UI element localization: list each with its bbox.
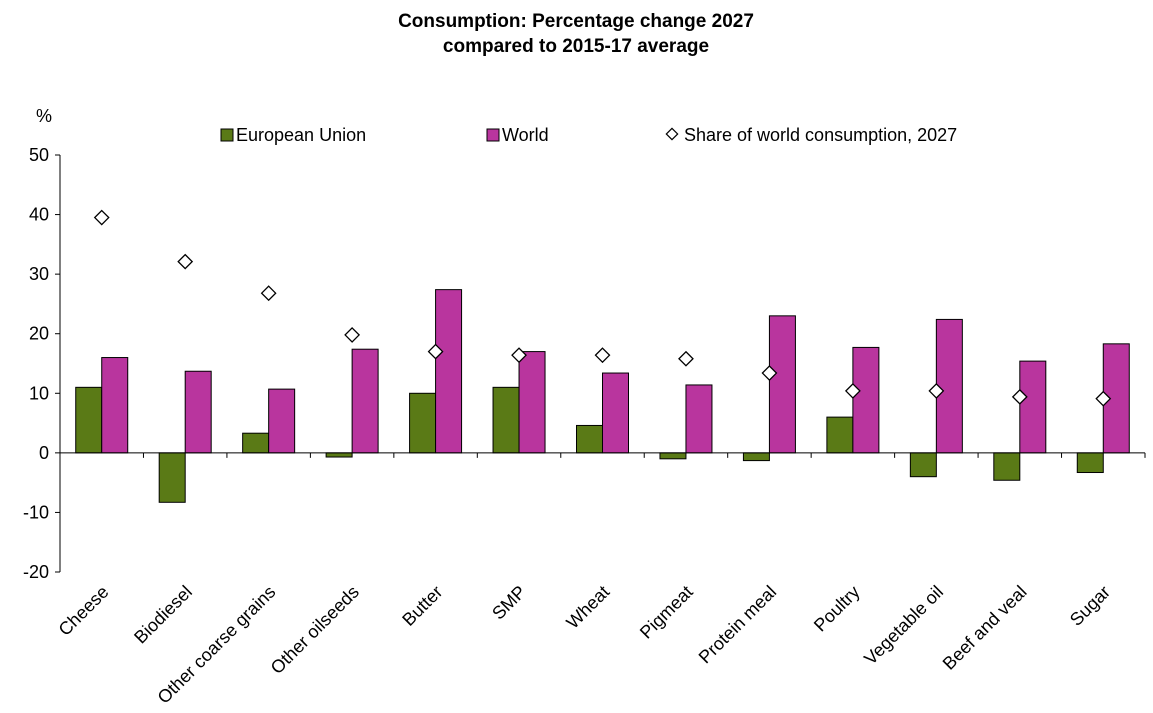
bar-world <box>101 357 129 454</box>
bar-european-union <box>492 386 520 454</box>
x-tick-label: Wheat <box>562 582 613 633</box>
bar-european-union <box>409 392 437 454</box>
y-tick-label: 30 <box>29 264 49 284</box>
x-tick-label: Protein meal <box>695 582 781 668</box>
legend-label-world: World <box>502 125 549 145</box>
bar-world <box>768 315 796 454</box>
x-tick-label: Biodiesel <box>130 582 196 648</box>
legend-swatch-european-union <box>220 128 234 142</box>
y-tick-label: 50 <box>29 145 49 165</box>
bar-european-union <box>158 452 186 503</box>
x-tick-label: Sugar <box>1066 582 1114 630</box>
bar-world <box>852 346 880 454</box>
bar-european-union <box>993 452 1021 481</box>
y-axis-unit: % <box>36 106 52 126</box>
y-tick-label: 10 <box>29 383 49 403</box>
x-tick-label: Vegetable oil <box>860 582 947 669</box>
chart-title-line2: compared to 2015-17 average <box>443 36 709 57</box>
bar-european-union <box>325 452 353 458</box>
bar-european-union <box>659 452 687 460</box>
y-tick-label: 40 <box>29 205 49 225</box>
bar-world <box>435 289 463 454</box>
bar-european-union <box>576 424 603 454</box>
marker-share <box>761 365 778 381</box>
x-tick-label: Pigmeat <box>636 582 697 643</box>
marker-share <box>1095 390 1112 407</box>
bar-world <box>184 370 212 454</box>
bar-world <box>602 372 629 454</box>
legend: European Union World Share of world cons… <box>220 125 957 145</box>
bar-european-union <box>826 416 854 454</box>
bar-european-union <box>742 452 770 462</box>
bar-european-union <box>1076 452 1104 474</box>
marker-share <box>678 350 694 367</box>
bar-world <box>351 348 379 454</box>
x-tick-label: Beef and veal <box>939 582 1031 674</box>
legend-marker-share <box>665 127 679 141</box>
x-tick-label: Poultry <box>810 582 864 636</box>
y-tick-label: -20 <box>23 562 49 582</box>
bar-world <box>685 384 713 454</box>
marker-share <box>177 253 194 270</box>
marker-share <box>344 326 361 343</box>
y-tick-label: -10 <box>23 502 49 522</box>
legend-label-share: Share of world consumption, 2027 <box>684 125 957 145</box>
bar-world <box>1019 360 1047 454</box>
marker-share <box>511 347 527 364</box>
bar-european-union <box>75 386 103 454</box>
marker-share <box>844 382 861 399</box>
x-tick-label: Butter <box>398 582 446 630</box>
y-tick-label: 0 <box>39 443 49 463</box>
y-tick-label: 20 <box>29 324 49 344</box>
bar-world <box>268 388 296 454</box>
x-tick-label: Cheese <box>55 582 113 640</box>
chart-title-line1: Consumption: Percentage change 2027 <box>398 11 754 32</box>
marker-share <box>427 343 444 360</box>
bar-world <box>518 351 546 454</box>
bar-european-union <box>909 452 937 478</box>
legend-swatch-world <box>486 128 500 142</box>
legend-label-european-union: European Union <box>236 125 366 145</box>
marker-share <box>260 285 277 302</box>
marker-share <box>1011 388 1028 405</box>
x-tick-label: Other oilseeds <box>267 582 363 678</box>
marker-share <box>928 382 945 399</box>
bar-world <box>935 318 963 454</box>
bar-european-union <box>242 432 270 454</box>
marker-share <box>93 209 110 226</box>
marker-share <box>594 347 611 364</box>
x-tick-label: SMP <box>488 582 530 624</box>
